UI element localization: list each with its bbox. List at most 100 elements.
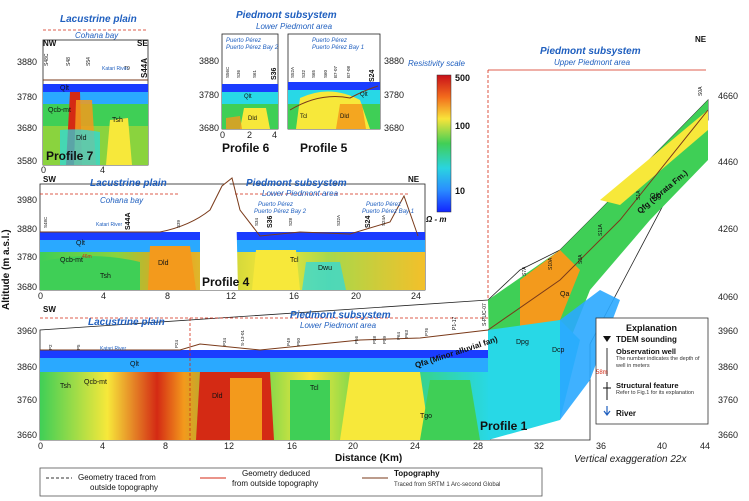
profile-4-y-tick-2: 3880: [17, 224, 37, 234]
upper-piedmont-dir: NE: [695, 35, 707, 44]
profile-4-bay1: Puerto Pérez Bay 1: [362, 209, 414, 215]
profile-6-x-tick-1: 0: [220, 130, 225, 140]
legend-item1-line1: Geometry traced from: [78, 473, 156, 482]
explanation-well-desc: The number indicates the depth of well i…: [616, 356, 700, 369]
colorbar-tick-100: 100: [455, 121, 470, 131]
profile-4-panel: SW NE Lacustrine plain Cohana bay Piedmo…: [17, 175, 426, 301]
profile-4-bay2-a: Puerto Pérez: [258, 202, 293, 208]
profile-7-y-tick-1: 3880: [17, 57, 37, 67]
profile-1-x-tick-12: 44: [700, 441, 710, 451]
profile-7-well-4: S44A: [140, 58, 149, 78]
profile-5-well-3: S65: [311, 69, 316, 78]
profile-1-y-tick-l2: 3860: [17, 362, 37, 372]
profile-6-y-tick-2: 3780: [199, 90, 219, 100]
profile-7-y-tick-3: 3680: [17, 123, 37, 133]
profile-1-well-10: P59: [382, 335, 387, 344]
profile-4-piedmont-title: Piedmont subsystem: [246, 178, 347, 189]
profile-4-depth-note: 46m: [82, 254, 92, 260]
legend-item1-line2: outside topography: [90, 483, 158, 492]
profile-7-bay: Cohana bay: [75, 31, 119, 40]
profile-4-well-3: S39: [176, 219, 181, 228]
profile-5-unit-tcl: Tcl: [300, 114, 307, 120]
profile-4-unit-dwu: Dwu: [318, 265, 332, 272]
profile-1-y-tick-r4: 4060: [718, 292, 738, 302]
explanation-tdem: TDEM sounding: [616, 335, 677, 344]
profile-4-x-tick-5: 16: [289, 291, 299, 301]
explanation-well-title: Observation well: [616, 347, 676, 356]
bottom-legend: Geometry traced from outside topography …: [39, 467, 543, 497]
profile-5-y-tick-3: 3680: [384, 123, 404, 133]
profile-4-unit-tcl: Tcl: [290, 257, 299, 264]
profile-4-x-tick-3: 8: [165, 291, 170, 301]
profile-1-x-tick-3: 8: [163, 441, 168, 451]
profile-4-well-6: S28: [288, 217, 293, 226]
explanation-struct-desc: Refer to Fig.1 for its explanation: [616, 390, 694, 396]
profile-1-piedmont-sub: Lower Piedmont area: [300, 321, 377, 330]
profile-4-lacustrine-title: Lacustrine plain: [90, 178, 167, 189]
profile-4-piedmont-sub: Lower Piedmont area: [262, 189, 339, 198]
profile-7-unit-qcb: Qcb-mt: [48, 107, 71, 114]
profile-7-unit-tsh: Tsh: [112, 117, 123, 124]
top-piedmont-subtitle: Lower Piedmont area: [256, 22, 333, 31]
profile-7-panel: Lacustrine plain Cohana bay NW SE S48C S…: [17, 14, 149, 175]
profile-7-x-tick-1: 0: [41, 165, 46, 175]
profile-4-well-5: S36: [267, 215, 274, 228]
profile-6-unit-qlt: Qlt: [244, 94, 252, 100]
profile-7-title: Lacustrine plain: [60, 14, 137, 25]
colorbar-gradient: [436, 74, 452, 213]
profile-1-well-1: P2: [48, 344, 53, 350]
profile-5-panel: Puerto Pérez Puerto Pérez Bay 1 S52A S32…: [287, 33, 404, 155]
profile-5-well-7: S24: [369, 69, 376, 82]
profile-4-left-dir: SW: [43, 175, 56, 184]
profile-5-well-5: B7-07: [333, 65, 338, 78]
profile-1-x-tick-11: 40: [657, 441, 667, 451]
profile-1-well-7: P50: [296, 337, 301, 346]
profile-7-right-dir: SE: [137, 39, 148, 48]
profile-7-left-dir: NW: [43, 39, 57, 48]
profile-4-unit-dld: Dld: [158, 260, 169, 267]
profile-5-label: Profile 5: [300, 141, 348, 155]
profile-4-river: Katari River: [96, 222, 122, 228]
profile-5-well-4: S60: [323, 69, 328, 78]
profile-4-well-7: S32A: [336, 215, 341, 226]
profile-6-panel: Puerto Pérez Puerto Pérez Bay 2 S56C S36…: [199, 33, 279, 155]
profile-5-unit-dld: Dld: [340, 114, 349, 120]
profile-1-exaggeration: Vertical exaggeration 22x: [574, 454, 687, 465]
profile-1-left-dir: SW: [43, 305, 56, 314]
profile-6-bay: Puerto Pérez Bay 2: [226, 45, 279, 51]
profile-6-x-tick-3: 4: [272, 130, 277, 140]
profile-7-well-3: S54: [86, 57, 92, 66]
profile-6-x-tick-2: 2: [247, 130, 252, 140]
profile-1-label: Profile 1: [480, 419, 528, 433]
profile-4-x-tick-4: 12: [226, 291, 236, 301]
profile-1-xlabel: Distance (Km): [335, 453, 402, 464]
profile-1-y-tick-r7: 3760: [718, 395, 738, 405]
profile-4-bay: Cohana bay: [100, 196, 144, 205]
profile-6-bay-1: Puerto Pérez: [226, 38, 261, 44]
explanation-well-sample: 58m: [596, 370, 608, 376]
profile-4-bay2: Puerto Pérez Bay 2: [254, 209, 307, 215]
profile-7-well-2: S48: [66, 57, 72, 66]
profile-7-x-tick-2: 4: [100, 165, 105, 175]
colorbar-title: Resistivity scale: [408, 59, 465, 68]
profile-1-well-15: S-PUC-07: [482, 303, 488, 326]
profile-5-well-1: S52A: [290, 67, 295, 78]
colorbar-tick-10: 10: [455, 186, 465, 196]
profile-1-well-8: P56: [354, 335, 359, 344]
profile-6-y-tick-3: 3680: [199, 123, 219, 133]
profile-1-x-tick-10: 36: [596, 441, 606, 451]
explanation-struct-title: Structural feature: [616, 381, 679, 390]
profile-1-y-tick-l4: 3660: [17, 430, 37, 440]
profile-1-well-2: P5: [76, 344, 81, 350]
resistivity-colorbar: Resistivity scale 500 100 10 Ω - m: [408, 59, 470, 224]
upper-piedmont-header: Piedmont subsystem Upper Piedmont area N…: [487, 35, 707, 320]
profile-1-x-tick-8: 28: [473, 441, 483, 451]
top-piedmont-title: Piedmont subsystem: [236, 10, 337, 21]
profile-1-lacustrine-title: Lacustrine plain: [88, 317, 165, 328]
profile-1-piedmont-title: Piedmont subsystem: [290, 310, 391, 321]
upper-piedmont-title: Piedmont subsystem: [540, 46, 641, 57]
profile-1-well-11: P64: [396, 331, 401, 340]
profile-4-y-tick-3: 3780: [17, 252, 37, 262]
profile-5-bay-1: Puerto Pérez: [312, 38, 347, 44]
profile-1-x-tick-4: 12: [224, 441, 234, 451]
